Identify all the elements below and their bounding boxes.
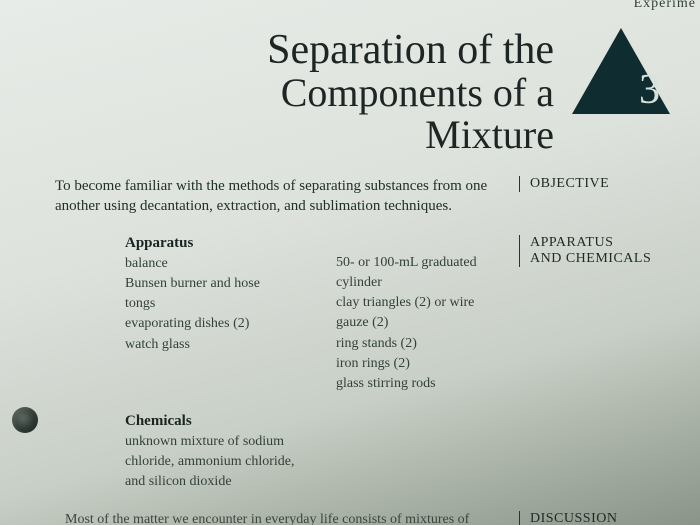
title-line-3: Mixture	[267, 114, 554, 156]
apparatus-col-1: Apparatus balance Bunsen burner and hose…	[125, 235, 296, 395]
apparatus-item: tongs	[125, 294, 296, 314]
chemicals-heading: Chemicals	[125, 413, 670, 430]
chapter-triangle: 3	[572, 28, 670, 118]
apparatus-label: APPARATUS AND CHEMICALS	[519, 235, 670, 267]
apparatus-item: balance	[125, 254, 296, 274]
apparatus-label-line-1: APPARATUS	[530, 235, 670, 251]
chapter-number: 3	[639, 66, 660, 114]
apparatus-item: ring stands (2)	[336, 334, 507, 354]
objective-text: To become familiar with the methods of s…	[55, 176, 507, 217]
apparatus-item: clay triangles (2) or wire gauze (2)	[336, 293, 507, 334]
discussion-text: Most of the matter we encounter in every…	[55, 511, 507, 525]
corner-running-head: Experime	[634, 0, 696, 12]
binding-hole-icon	[12, 407, 38, 433]
apparatus-item: evaporating dishes (2)	[125, 314, 296, 334]
experiment-title: Separation of the Components of a Mixtur…	[267, 28, 554, 156]
apparatus-item: Bunsen burner and hose	[125, 274, 296, 294]
title-line-2: Components of a	[267, 72, 554, 114]
textbook-page: Experime Separation of the Components of…	[0, 0, 700, 525]
discussion-row: Most of the matter we encounter in every…	[55, 511, 670, 525]
apparatus-label-line-2: AND CHEMICALS	[530, 251, 670, 267]
chemicals-line: chloride, ammonium chloride,	[125, 452, 670, 472]
apparatus-item: watch glass	[125, 335, 296, 355]
discussion-label: DISCUSSION	[519, 511, 670, 525]
title-line-1: Separation of the	[267, 28, 554, 72]
chemicals-line: and silicon dioxide	[125, 472, 670, 492]
apparatus-columns: Apparatus balance Bunsen burner and hose…	[125, 235, 507, 395]
apparatus-item: 50- or 100-mL graduated cylinder	[336, 253, 507, 294]
chemicals-line: unknown mixture of sodium	[125, 432, 670, 452]
objective-label: OBJECTIVE	[519, 176, 670, 192]
title-row: Separation of the Components of a Mixtur…	[55, 28, 670, 156]
apparatus-item: glass stirring rods	[336, 374, 507, 394]
apparatus-col-2: 50- or 100-mL graduated cylinder clay tr…	[336, 235, 507, 395]
apparatus-item: iron rings (2)	[336, 354, 507, 374]
chemicals-block: Chemicals unknown mixture of sodium chlo…	[55, 413, 670, 493]
objective-row: To become familiar with the methods of s…	[55, 176, 670, 217]
apparatus-heading: Apparatus	[125, 235, 296, 252]
apparatus-block: Apparatus balance Bunsen burner and hose…	[55, 235, 670, 395]
